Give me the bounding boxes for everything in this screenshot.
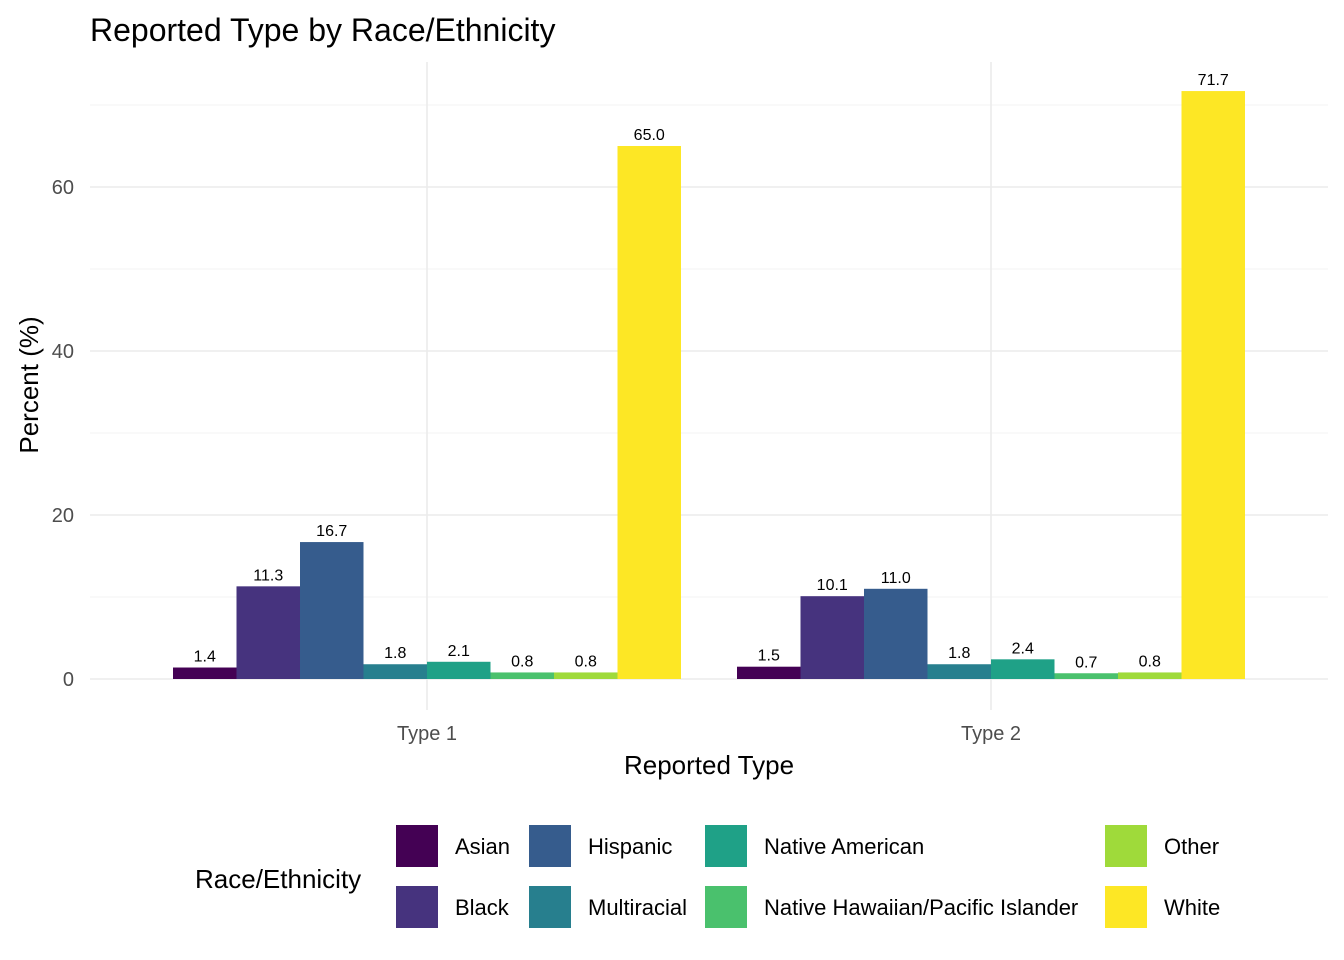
y-tick-label: 40 [52,341,74,363]
bar-value-label: 71.7 [1198,72,1229,89]
bar-value-label: 0.8 [1139,653,1161,670]
legend: Asian Black Hispanic Multiracial Native Amer… [396,825,1220,928]
bar [236,586,300,679]
x-tick-label: Type 2 [961,723,1021,745]
bar-value-label: 1.8 [384,645,406,662]
legend-swatch [529,825,571,867]
bar-value-labels: 1.4 11.3 16.7 1.8 2.1 0.8 0.8 65.0 1.5 10.1 11.0 1.… [194,72,1229,671]
x-axis-ticks: Type 1 Type 2 [397,723,1021,745]
y-axis-ticks: 0 20 40 60 [52,177,74,691]
bar-value-label: 65.0 [634,127,665,144]
chart-title: Reported Type by Race/Ethnicity [90,12,555,48]
legend-swatch [1105,886,1147,928]
legend-swatch [529,886,571,928]
legend-swatch [396,886,438,928]
bar-value-label: 16.7 [316,523,347,540]
bars [173,91,1245,679]
bar-value-label: 0.8 [575,653,597,670]
y-tick-label: 0 [63,669,74,691]
bar [363,664,427,679]
bar [800,596,864,679]
legend-swatch [396,825,438,867]
bar [1181,91,1245,679]
bar-value-label: 1.8 [948,645,970,662]
legend-title: Race/Ethnicity [195,864,361,894]
x-axis-title: Reported Type [624,750,794,780]
legend-label: Asian [455,834,510,859]
y-tick-label: 20 [52,505,74,527]
y-tick-label: 60 [52,177,74,199]
bar [864,588,928,679]
legend-label: Multiracial [588,895,687,920]
legend-label: White [1164,895,1220,920]
bar-value-label: 1.5 [758,648,780,665]
bar-value-label: 2.4 [1012,640,1034,657]
legend-swatch [1105,825,1147,867]
bar [427,661,491,679]
bar [300,542,364,679]
bar [991,659,1055,679]
bar [737,666,801,679]
bar-value-label: 2.1 [448,643,470,660]
legend-label: Native Hawaiian/Pacific Islander [764,895,1078,920]
legend-label: Hispanic [588,834,672,859]
bar [1054,673,1118,679]
bar [490,672,554,679]
bar-value-label: 0.7 [1075,654,1097,671]
bar-value-label: 1.4 [194,649,216,666]
legend-label: Native American [764,834,924,859]
legend-swatch [705,825,747,867]
bar [617,146,681,679]
legend-label: Black [455,895,510,920]
legend-label: Other [1164,834,1219,859]
bar-value-label: 11.0 [881,570,911,587]
bar-value-label: 10.1 [817,577,848,594]
bar [927,664,991,679]
bar [554,672,618,679]
x-tick-label: Type 1 [397,723,457,745]
y-axis-title: Percent (%) [14,316,44,453]
bar-value-label: 11.3 [253,567,283,584]
bar-value-label: 0.8 [511,653,533,670]
legend-swatch [705,886,747,928]
bar [173,667,237,679]
bar [1118,672,1182,679]
